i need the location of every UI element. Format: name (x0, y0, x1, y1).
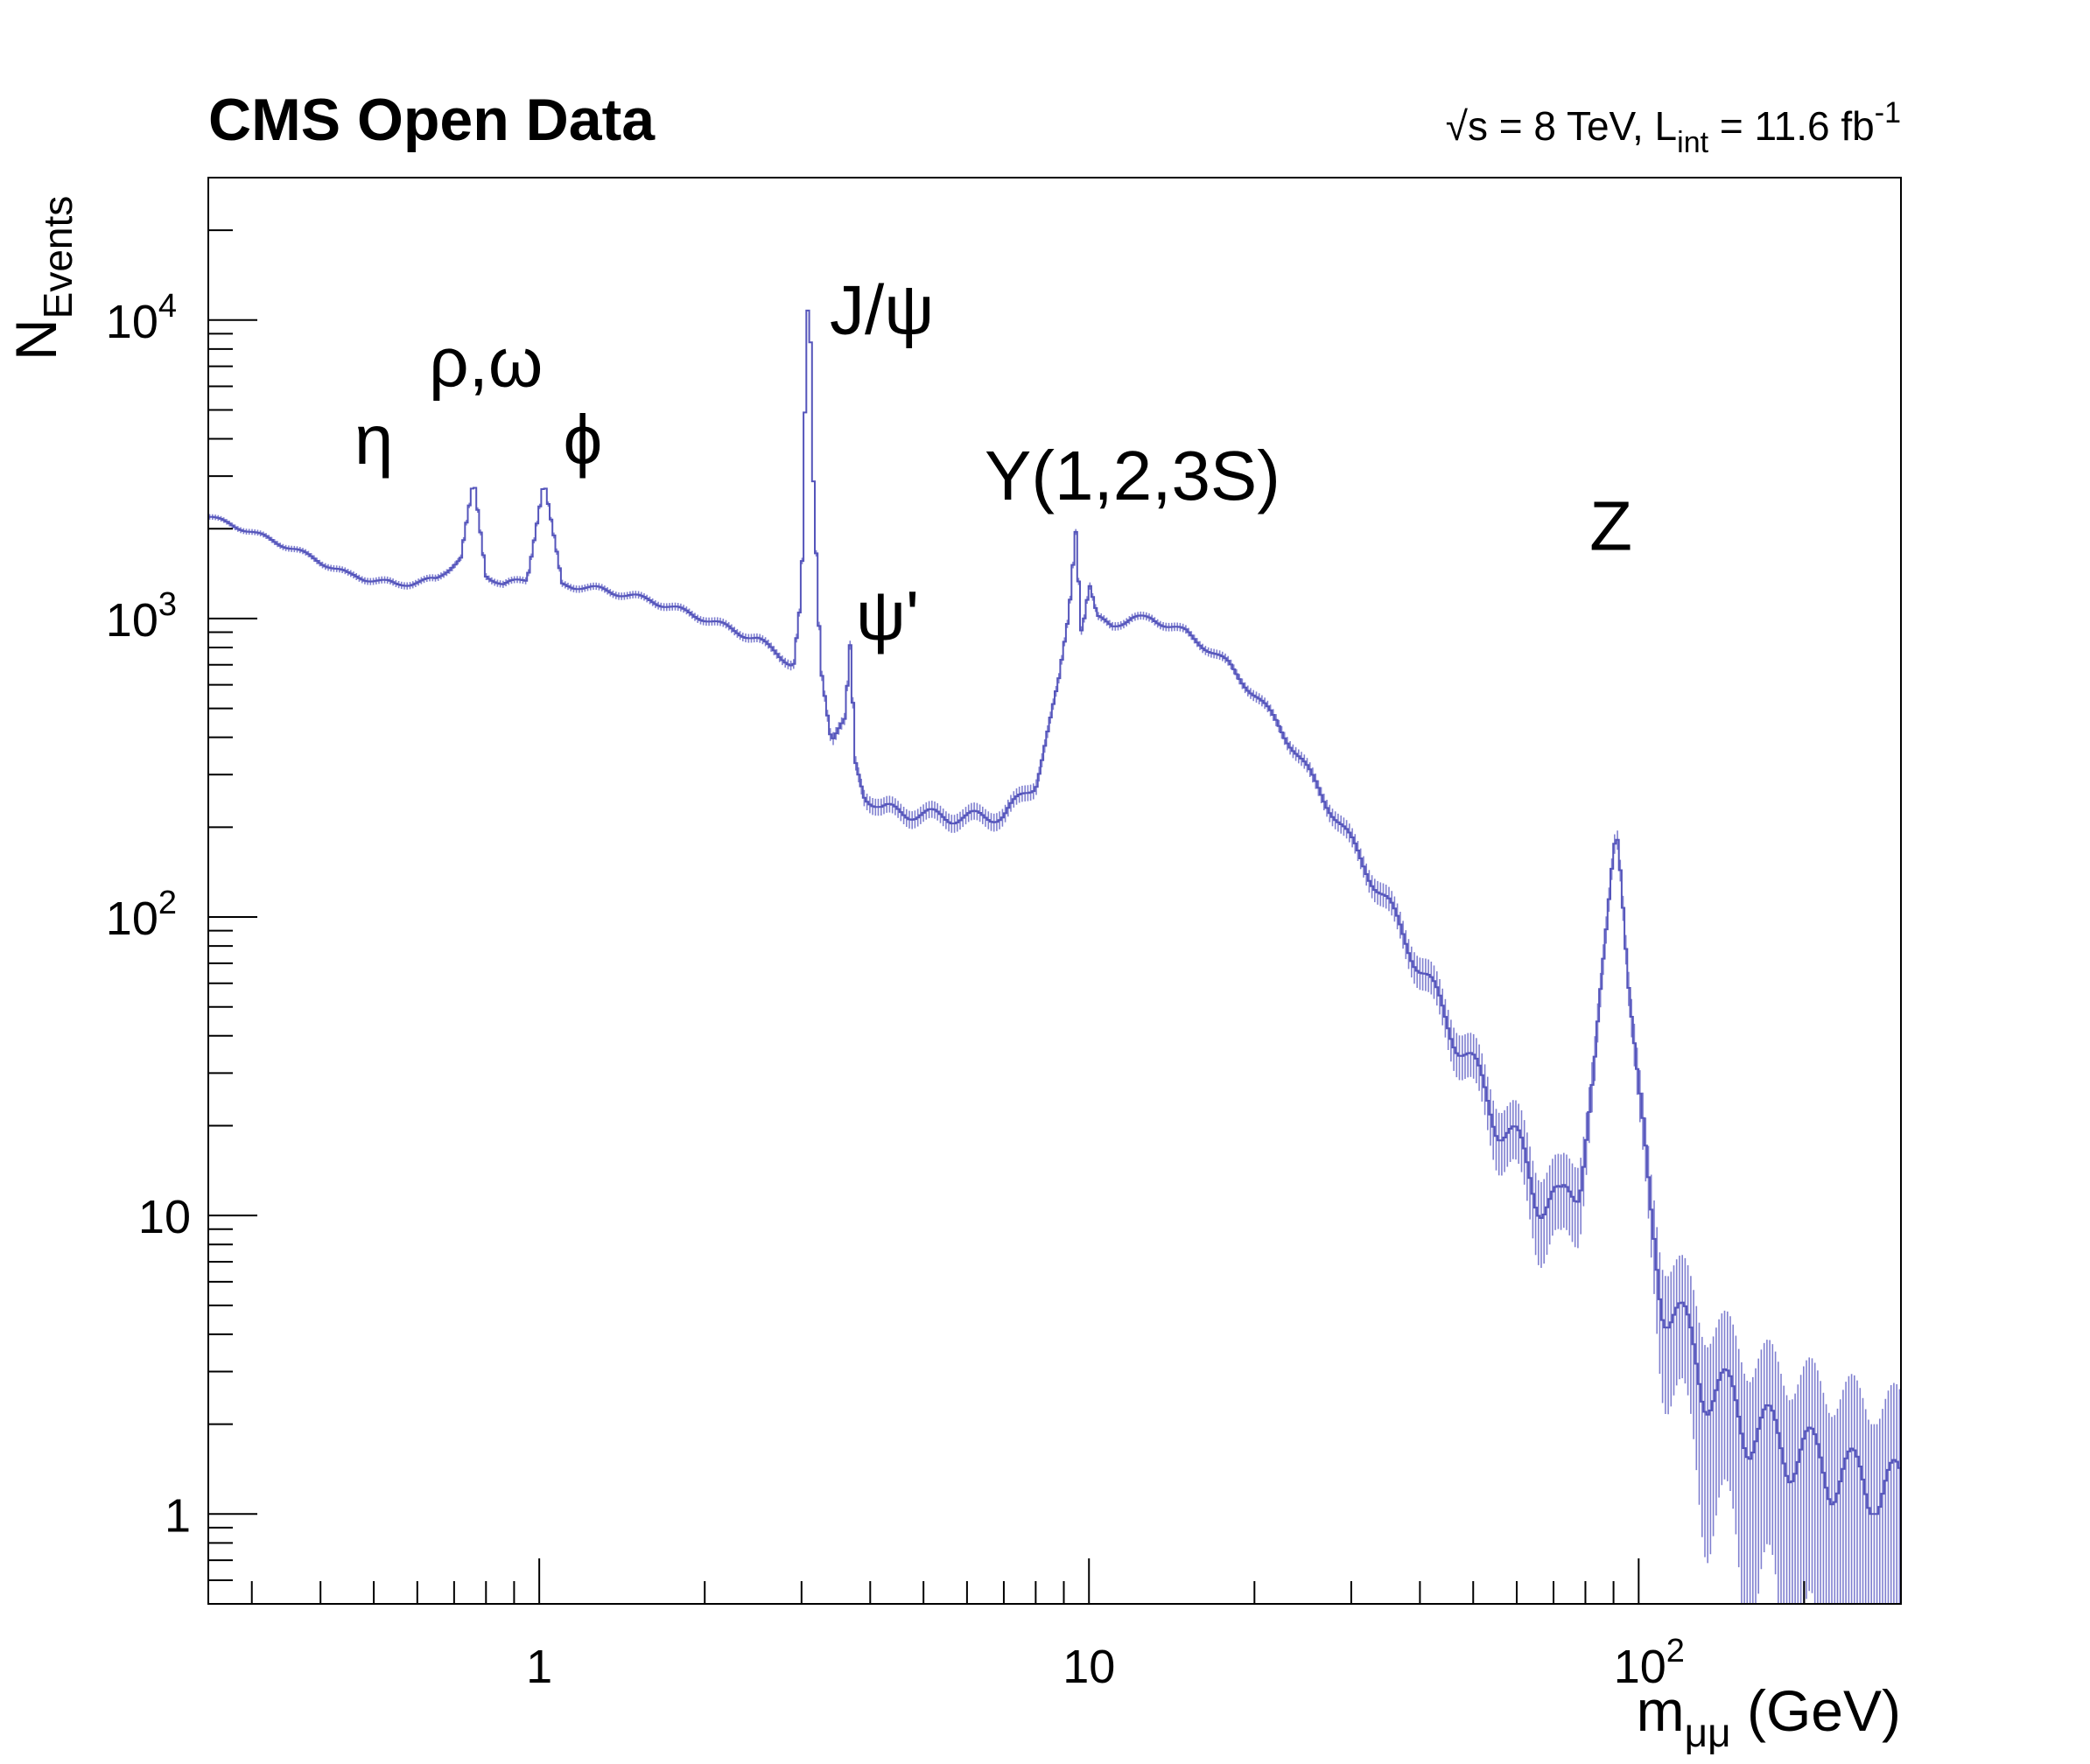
x-axis-ticks (250, 1558, 1902, 1604)
y-tick-label: 102 (106, 885, 177, 945)
x-label-subscript: μμ (1685, 1710, 1731, 1755)
y-tick-label: 103 (106, 586, 177, 647)
y-axis-label: NEvents (4, 196, 81, 360)
y-label-base: N (4, 318, 68, 360)
peak-label: J/ψ (830, 270, 934, 348)
y-tick-label: 10 (138, 1191, 191, 1243)
y-axis-tick-labels: 1 10 102 103 104 (106, 288, 191, 1543)
x-label-base: m (1637, 1678, 1685, 1743)
y-tick-label: 104 (106, 288, 177, 348)
x-axis-tick-labels: 1 10 102 (526, 1633, 1685, 1693)
x-tick-label: 102 (1614, 1633, 1685, 1693)
chart-title: CMS Open Data (208, 87, 656, 153)
peak-label: η (354, 401, 394, 479)
x-tick-label: 10 (1063, 1641, 1115, 1693)
peak-label: ρ,ω (429, 323, 543, 401)
sqrt-symbol: √ (1446, 103, 1469, 149)
x-label-unit: (GeV) (1731, 1678, 1901, 1743)
y-axis-ticks (208, 177, 257, 1605)
peak-label: ϕ (563, 401, 602, 479)
data-series-line (208, 309, 1901, 1516)
error-bars (208, 501, 1901, 1604)
subtitle-inverse-superscript: -1 (1875, 96, 1901, 130)
peak-label: Υ(1,2,3S) (985, 437, 1280, 514)
subtitle-energy: s = 8 TeV, L (1468, 103, 1677, 149)
chart-subtitle: √s = 8 TeV, Lint = 11.6 fb-1 (1446, 96, 1901, 159)
x-axis-label: mμμ (GeV) (1637, 1678, 1901, 1755)
plot-frame (207, 177, 1902, 1605)
y-tick-label: 1 (165, 1489, 191, 1542)
subtitle-int-subscript: int (1677, 126, 1708, 159)
x-tick-label: 1 (526, 1641, 552, 1693)
y-label-subscript: Events (35, 196, 81, 319)
peak-annotations: η ρ,ω ϕ J/ψ ψ' Υ(1,2,3S) Z (354, 270, 1632, 654)
subtitle-lumi: = 11.6 fb (1708, 103, 1875, 149)
peak-label: ψ' (856, 577, 919, 654)
peak-label: Z (1589, 486, 1632, 564)
